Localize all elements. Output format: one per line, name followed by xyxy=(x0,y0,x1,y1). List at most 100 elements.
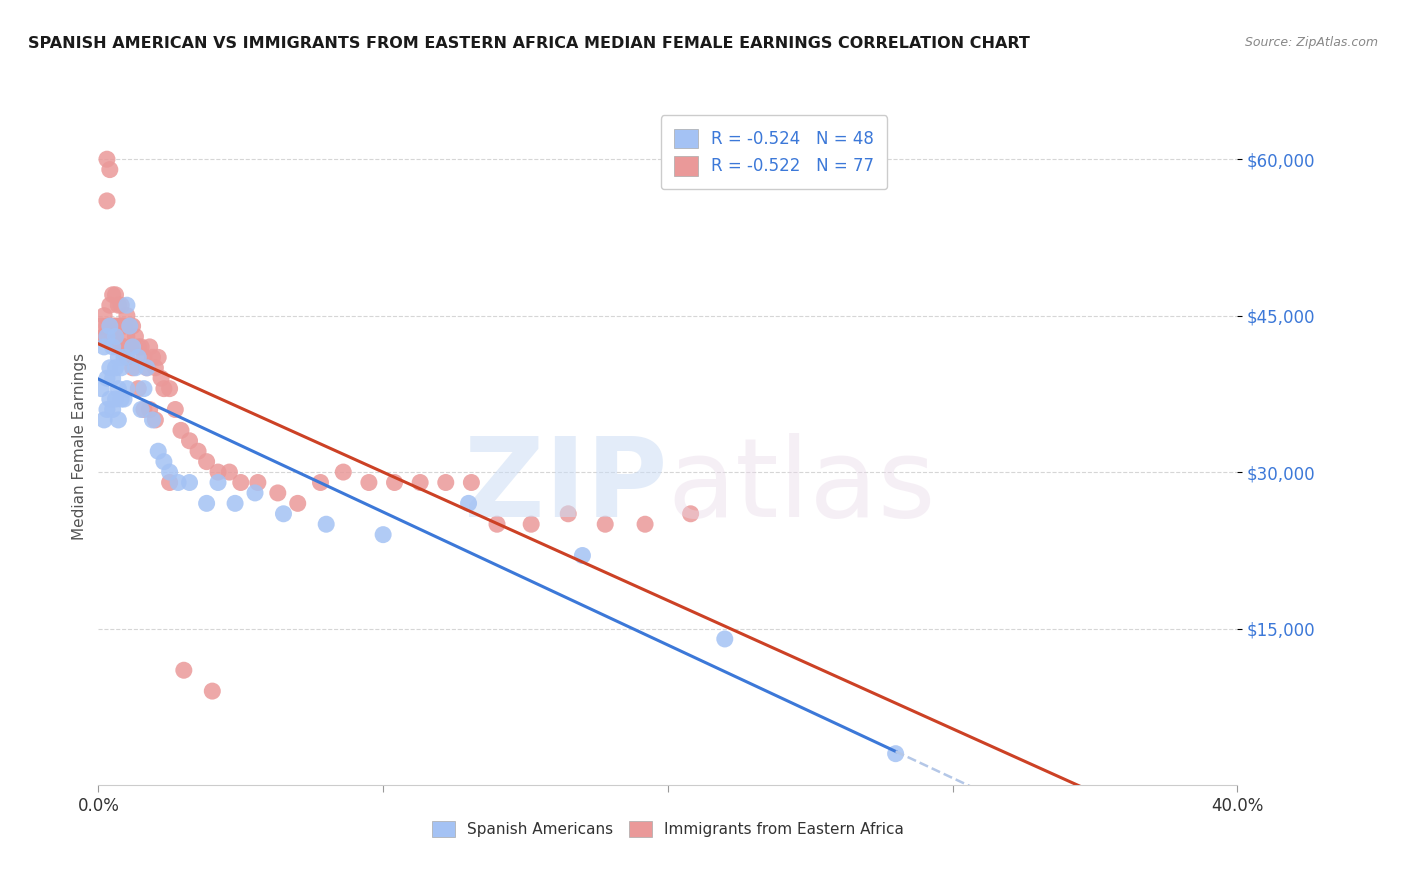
Point xyxy=(195,455,218,469)
Point xyxy=(112,392,135,406)
Point xyxy=(145,413,167,427)
Point xyxy=(124,360,146,375)
Point xyxy=(153,382,176,396)
Point xyxy=(104,319,127,334)
Point xyxy=(457,496,479,510)
Point xyxy=(121,360,143,375)
Point xyxy=(714,632,737,646)
Point xyxy=(127,382,149,396)
Point xyxy=(165,402,187,417)
Point xyxy=(104,329,127,343)
Point xyxy=(129,402,152,417)
Point xyxy=(107,382,129,396)
Point xyxy=(121,340,143,354)
Point xyxy=(96,152,118,166)
Point xyxy=(207,475,229,490)
Point xyxy=(112,340,135,354)
Point xyxy=(243,486,266,500)
Point xyxy=(884,747,907,761)
Point xyxy=(118,340,141,354)
Point xyxy=(571,549,593,563)
Point xyxy=(98,319,121,334)
Point xyxy=(107,298,129,312)
Point xyxy=(246,475,269,490)
Point xyxy=(634,517,657,532)
Point xyxy=(93,329,115,343)
Point xyxy=(101,329,124,343)
Point xyxy=(110,298,132,312)
Point xyxy=(127,351,149,365)
Point xyxy=(112,351,135,365)
Point xyxy=(187,444,209,458)
Point xyxy=(101,329,124,343)
Point xyxy=(159,475,181,490)
Point xyxy=(104,329,127,343)
Point xyxy=(115,309,138,323)
Point xyxy=(593,517,616,532)
Point xyxy=(107,351,129,365)
Point xyxy=(179,434,201,448)
Point xyxy=(520,517,543,532)
Point xyxy=(138,340,160,354)
Point xyxy=(98,319,121,334)
Point xyxy=(101,340,124,354)
Point xyxy=(96,371,118,385)
Point xyxy=(486,517,509,532)
Point xyxy=(148,351,170,365)
Point xyxy=(98,360,121,375)
Point xyxy=(332,465,354,479)
Point xyxy=(101,287,124,301)
Point xyxy=(148,444,170,458)
Point xyxy=(115,329,138,343)
Point xyxy=(141,351,163,365)
Point xyxy=(101,402,124,417)
Point xyxy=(207,465,229,479)
Point xyxy=(434,475,457,490)
Point xyxy=(460,475,482,490)
Point xyxy=(98,298,121,312)
Point xyxy=(679,507,702,521)
Point xyxy=(173,663,195,677)
Point xyxy=(101,371,124,385)
Point xyxy=(124,329,146,343)
Text: Source: ZipAtlas.com: Source: ZipAtlas.com xyxy=(1244,36,1378,49)
Point xyxy=(129,340,152,354)
Point xyxy=(138,402,160,417)
Point xyxy=(110,392,132,406)
Point xyxy=(93,309,115,323)
Point xyxy=(110,319,132,334)
Text: ZIP: ZIP xyxy=(464,434,668,541)
Point xyxy=(96,402,118,417)
Point xyxy=(121,319,143,334)
Point xyxy=(132,402,155,417)
Point xyxy=(273,507,295,521)
Point xyxy=(145,360,167,375)
Point xyxy=(229,475,252,490)
Point xyxy=(96,319,118,334)
Point xyxy=(167,475,190,490)
Point xyxy=(150,371,173,385)
Point xyxy=(179,475,201,490)
Point xyxy=(98,392,121,406)
Point xyxy=(159,382,181,396)
Point xyxy=(115,382,138,396)
Point xyxy=(90,382,112,396)
Point xyxy=(357,475,380,490)
Point xyxy=(315,517,337,532)
Point xyxy=(104,392,127,406)
Point xyxy=(118,319,141,334)
Point xyxy=(107,340,129,354)
Point xyxy=(135,360,157,375)
Point xyxy=(112,319,135,334)
Text: SPANISH AMERICAN VS IMMIGRANTS FROM EASTERN AFRICA MEDIAN FEMALE EARNINGS CORREL: SPANISH AMERICAN VS IMMIGRANTS FROM EAST… xyxy=(28,36,1031,51)
Point xyxy=(98,162,121,177)
Point xyxy=(127,340,149,354)
Point xyxy=(218,465,240,479)
Point xyxy=(93,329,115,343)
Point xyxy=(110,340,132,354)
Point xyxy=(153,455,176,469)
Point xyxy=(159,465,181,479)
Point xyxy=(384,475,406,490)
Point xyxy=(224,496,246,510)
Point xyxy=(287,496,309,510)
